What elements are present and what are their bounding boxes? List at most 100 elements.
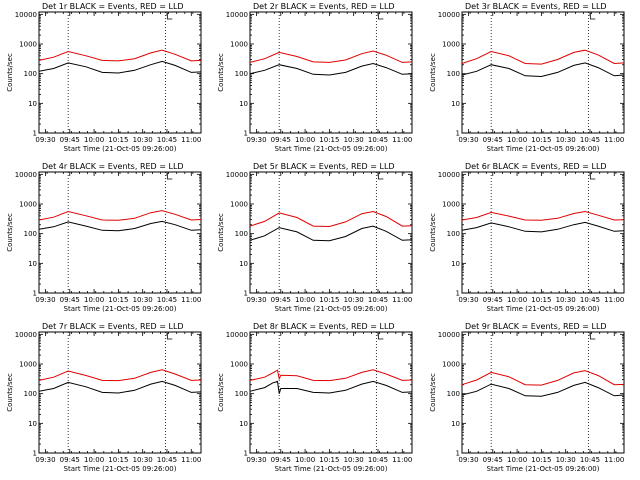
y-tick-label: 100 [24,230,37,238]
x-tick-label: 11:00 [392,136,412,144]
y-axis-label: Counts/sec [217,53,225,92]
plot-frame [38,171,202,294]
y-tick-label: 10000 [15,331,37,339]
events-series-line [461,381,625,397]
x-tick-label: 09:30 [458,136,478,144]
x-tick-label: 09:45 [483,296,503,304]
events-series-line [38,380,202,394]
x-tick-label: 10:00 [507,296,527,304]
events-series-line [38,220,202,232]
y-tick-label: 100 [235,390,248,398]
chart-panel: Det 7r BLACK = Events, RED = LLD 1 10 100 10… [6,322,202,473]
x-tick-label: 10:00 [507,456,527,464]
x-tick-label: 10:45 [580,456,600,464]
x-axis-label: Start Time (21-Oct-05 09:26:00) [487,465,600,473]
x-tick-label: 10:15 [108,456,128,464]
x-tick-label: 10:45 [580,136,600,144]
y-tick-label: 1 [33,290,37,298]
x-tick-label: 09:30 [458,456,478,464]
x-axis-label: Start Time (21-Oct-05 09:26:00) [64,305,177,313]
x-tick-label: 10:45 [368,296,388,304]
y-tick-label: 1 [244,290,248,298]
y-tick-label: 1000 [19,361,37,369]
x-tick-label: 10:15 [319,136,339,144]
y-tick-label: 1000 [19,41,37,49]
chart-panel: Det 9r BLACK = Events, RED = LLD 1 10 100 10… [429,322,625,473]
lld-series-line [38,369,202,382]
chart-panel: Det 4r BLACK = Events, RED = LLD 1 10 100 10… [6,162,202,313]
events-series-line [249,380,413,394]
x-tick-label: 10:00 [295,136,315,144]
x-tick-label: 09:30 [246,136,266,144]
x-tick-label: 10:30 [344,296,364,304]
x-tick-label: 09:30 [246,456,266,464]
plot-frame [249,11,413,134]
events-series-line [249,62,413,76]
plot-frame [461,171,625,294]
lld-series-line [249,369,413,382]
x-tick-label: 09:45 [483,136,503,144]
chart-panel: Det 8r BLACK = Events, RED = LLD 1 10 100 10… [217,322,413,473]
x-tick-label: 10:00 [295,456,315,464]
y-tick-label: 100 [447,230,460,238]
y-tick-label: 1000 [442,41,460,49]
x-tick-label: 10:00 [507,136,527,144]
y-tick-label: 1000 [230,41,248,49]
y-tick-label: 1 [244,130,248,138]
x-tick-label: 10:30 [133,296,153,304]
x-axis-label: Start Time (21-Oct-05 09:26:00) [275,145,388,153]
y-tick-label: 100 [235,230,248,238]
x-tick-label: 09:45 [60,456,80,464]
x-axis-label: Start Time (21-Oct-05 09:26:00) [275,305,388,313]
y-tick-label: 10 [28,260,37,268]
chart-panel: Det 1r BLACK = Events, RED = LLD 1 10 100 10… [6,2,202,153]
y-tick-label: 10000 [438,331,460,339]
x-tick-label: 11:00 [392,296,412,304]
y-axis-label: Counts/sec [429,213,437,252]
interval-flag [166,333,173,340]
x-tick-label: 09:45 [60,136,80,144]
y-tick-label: 10 [239,100,248,108]
y-tick-label: 1 [456,130,460,138]
events-series-line [461,62,625,78]
x-tick-label: 10:30 [556,456,576,464]
x-tick-label: 10:45 [157,296,177,304]
x-tick-label: 10:00 [84,296,104,304]
y-tick-label: 1000 [442,361,460,369]
interval-flag [589,13,596,20]
x-tick-label: 10:15 [319,456,339,464]
y-tick-label: 10 [451,420,460,428]
y-tick-label: 1 [33,450,37,458]
interval-flag [166,173,173,180]
x-tick-label: 10:15 [531,136,551,144]
interval-flag [589,333,596,340]
x-tick-label: 09:45 [271,136,291,144]
y-tick-label: 10000 [438,171,460,179]
y-tick-label: 1000 [230,361,248,369]
x-tick-label: 09:45 [271,296,291,304]
y-tick-label: 100 [447,70,460,78]
x-tick-label: 11:00 [181,296,201,304]
y-tick-label: 10 [451,100,460,108]
x-tick-label: 10:30 [344,456,364,464]
interval-flag [377,13,384,20]
chart-title: Det 1r BLACK = Events, RED = LLD [42,2,184,11]
x-tick-label: 10:30 [556,136,576,144]
interval-flag [377,173,384,180]
plot-frame [461,331,625,454]
chart-title: Det 8r BLACK = Events, RED = LLD [253,322,395,331]
x-tick-label: 10:00 [84,456,104,464]
y-tick-label: 100 [24,390,37,398]
lld-series-line [249,210,413,228]
y-axis-label: Counts/sec [217,213,225,252]
lld-series-line [38,49,202,62]
lld-series-line [38,210,202,221]
x-axis-label: Start Time (21-Oct-05 09:26:00) [64,465,177,473]
y-axis-label: Counts/sec [429,373,437,412]
x-tick-label: 09:30 [35,296,55,304]
y-tick-label: 1 [456,450,460,458]
x-tick-label: 10:45 [157,136,177,144]
events-series-line [38,60,202,74]
chart-title: Det 5r BLACK = Events, RED = LLD [253,162,395,171]
